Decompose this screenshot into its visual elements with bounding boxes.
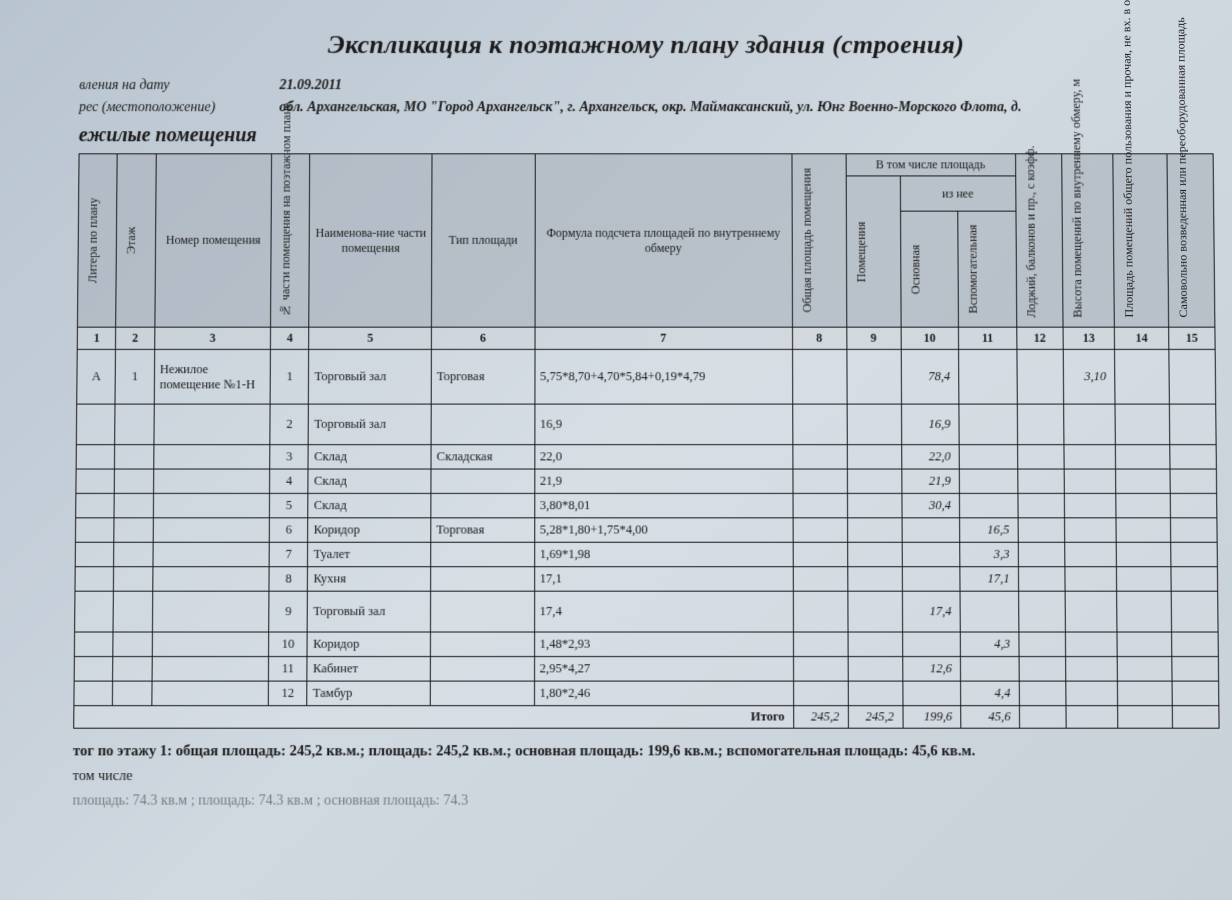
h-lodj: Лоджий, балконов и пр., с коэфф. [1021,157,1041,323]
total-c10: 199,6 [902,706,960,729]
table-row: 7Туалет1,69*1,983,3 [75,542,1217,566]
h-tip: Тип площади [449,233,518,247]
footer-line-1: тог по этажу 1: общая площадь: 245,2 кв.… [73,743,1220,760]
table-row: 3СкладСкладская22,022,0 [76,445,1216,469]
table-row: 10Коридор1,48*2,934,3 [74,632,1218,657]
meta-addr-label: рес (местоположение) [79,100,279,116]
h-etazh: Этаж [122,157,142,323]
table-head: Литера по плану Этаж Номер помещения № ч… [77,154,1215,350]
meta-date: вления на дату 21.09.2011 [79,78,1213,94]
table-row: 6КоридорТорговая5,28*1,80+1,75*4,0016,5 [75,518,1217,542]
h-obsh: Общая площадь помещения [797,157,817,323]
table-row: 4Склад21,921,9 [76,469,1217,493]
h-naimen: Наименова-ние части помещения [315,225,426,254]
meta-date-value: 21.09.2011 [279,78,341,94]
meta-addr-value: обл. Архангельская, МО "Город Архангельс… [279,100,1021,116]
h-formula: Формула подсчета площадей по внутреннему… [546,225,780,254]
h-samo: Самовольно возведенная или переоборудова… [1172,157,1193,323]
footer-line-2: том числе [73,769,1221,785]
table-row: 12Тамбур1,80*2,464,4 [74,681,1219,706]
total-c11: 45,6 [961,706,1019,729]
table-row: 8Кухня17,117,1 [75,567,1218,591]
explication-table: Литера по плану Этаж Номер помещения № ч… [73,153,1219,728]
h-vspom: Вспомогательная [963,215,983,324]
h-iznee: из нее [942,186,973,200]
table-body: А1Нежилое помещение №1-Н1Торговый залТор… [74,349,1219,705]
meta-addr: рес (местоположение) обл. Архангельская,… [79,100,1213,116]
itogo-label: Итого [74,706,794,729]
h-litera: Литера по плану [83,157,104,323]
footer-line-3: площадь: 74.3 кв.м ; площадь: 74.3 кв.м … [72,793,1220,809]
table-row: 5Склад3,80*8,0130,4 [76,493,1217,517]
h-osnov: Основная [906,215,926,324]
h-nomer: Номер помещения [166,233,261,247]
h-pomesh: Помещения [851,186,871,317]
table-row: 11Кабинет2,95*4,2712,6 [74,657,1218,682]
document-page: Экспликация к поэтажному плану здания (с… [0,0,1232,830]
h-chast: № части помещения на поэтажном плане [276,157,296,323]
total-c8: 245,2 [793,706,848,729]
column-numbers: 1 2 3 4 5 6 7 8 9 10 11 12 13 14 15 [77,327,1215,349]
totals-row: Итого 245,2 245,2 199,6 45,6 [74,706,1219,729]
section-title: ежилые помещения [79,124,1214,147]
table-row: А1Нежилое помещение №1-Н1Торговый залТор… [77,349,1216,404]
table-row: 9Торговый зал17,417,4 [75,591,1218,632]
table-row: 2Торговый зал16,916,9 [76,404,1216,445]
total-c9: 245,2 [848,706,903,729]
h-vysota: Высота помещений по внутреннему обмеру, … [1067,157,1087,323]
h-vtom: В том числе площадь [876,157,985,171]
h-plosh: Площадь помещений общего пользования и п… [1118,157,1139,323]
doc-title: Экспликация к поэтажному плану здания (с… [79,30,1212,60]
meta-date-label: вления на дату [79,78,279,94]
